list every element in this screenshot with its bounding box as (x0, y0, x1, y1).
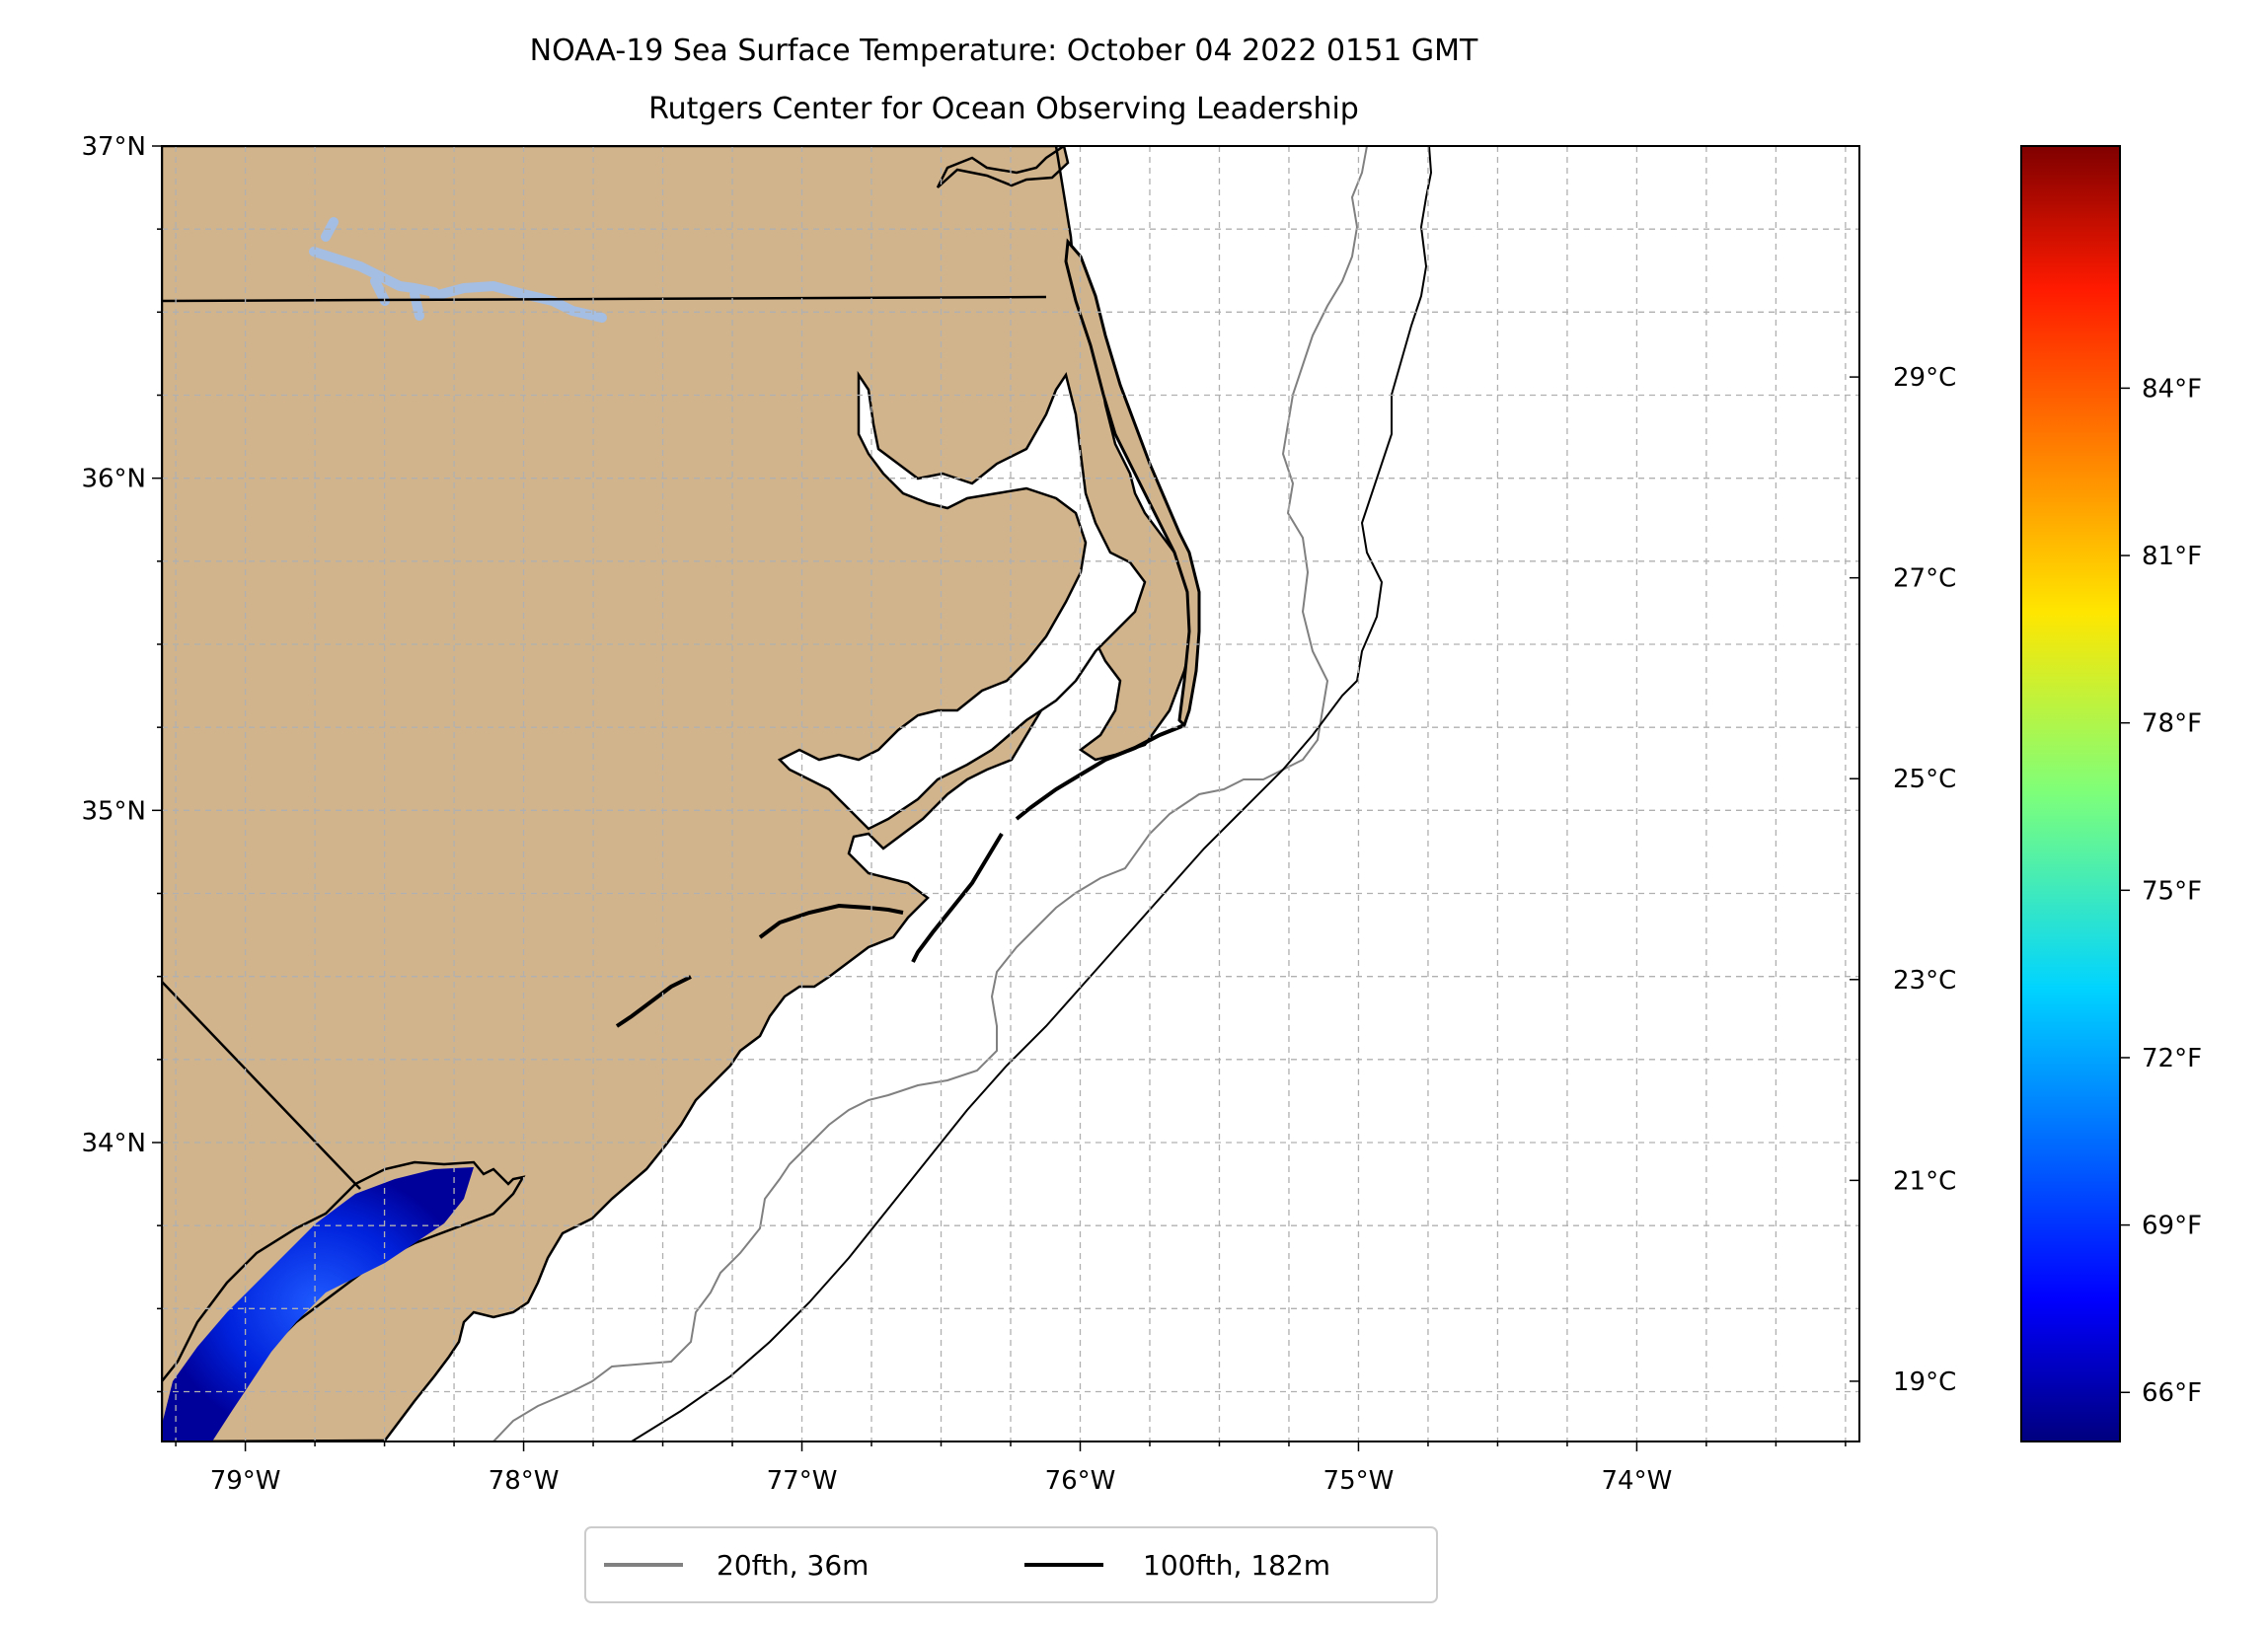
map-panel (162, 146, 1859, 1441)
state-border-nc-sc (162, 981, 361, 1190)
gridlines (162, 146, 1859, 1441)
celsius-tick-label: 29°C (1893, 363, 1956, 393)
fahrenheit-tick-label: 66°F (2142, 1378, 2202, 1408)
lat-axis: 37°N 36°N 35°N 34°N (81, 132, 162, 1393)
celsius-tick-label: 23°C (1893, 966, 1956, 996)
colorbar-fahrenheit-ticks: 84°F 81°F 78°F 75°F 72°F 69°F 66°F (2120, 374, 2202, 1408)
lon-axis: 79°W 78°W 77°W 76°W 75°W 74°W (175, 1441, 1847, 1496)
sound-water (777, 370, 1147, 831)
colorbar-celsius-ticks: 29°C 27°C 25°C 23°C 21°C 19°C (1850, 363, 1956, 1397)
lon-tick-label: 75°W (1323, 1466, 1395, 1496)
lon-tick-label: 78°W (489, 1466, 560, 1496)
fahrenheit-tick-label: 81°F (2142, 542, 2202, 571)
legend-label-20fth: 20fth, 36m (717, 1549, 869, 1582)
celsius-tick-label: 25°C (1893, 765, 1956, 794)
lat-tick-label: 37°N (81, 132, 146, 162)
land-sc (162, 1160, 526, 1441)
isobath-20fth (492, 146, 1368, 1441)
lake (309, 217, 607, 323)
legend-label-100fth: 100fth, 182m (1143, 1549, 1330, 1582)
lon-tick-label: 74°W (1602, 1466, 1673, 1496)
sst-patch (163, 1167, 474, 1441)
celsius-tick-label: 19°C (1893, 1367, 1956, 1397)
colorbar-frame (2020, 145, 2121, 1442)
legend-box (584, 1526, 1438, 1603)
map-title: NOAA-19 Sea Surface Temperature: October… (530, 34, 1478, 68)
fahrenheit-tick-label: 78°F (2142, 709, 2202, 739)
map-subtitle: Rutgers Center for Ocean Observing Leade… (648, 92, 1359, 126)
lon-tick-label: 79°W (210, 1466, 281, 1496)
lon-tick-label: 77°W (767, 1466, 838, 1496)
colorbar-gradient (2021, 146, 2120, 1441)
legend: 20fth, 36m 100fth, 182m (584, 1526, 1438, 1603)
celsius-tick-label: 27°C (1893, 564, 1956, 594)
celsius-tick-label: 21°C (1893, 1166, 1956, 1196)
lat-tick-label: 35°N (81, 796, 146, 826)
isobath-100fth (631, 146, 1433, 1441)
colorbar: 29°C 27°C 25°C 23°C 21°C 19°C 84°F 81°F 78°F 75°… (1850, 145, 2202, 1442)
state-border-va-nc (162, 295, 1047, 303)
lat-tick-label: 34°N (81, 1129, 146, 1158)
fahrenheit-tick-label: 72°F (2142, 1044, 2202, 1073)
lon-tick-label: 76°W (1045, 1466, 1116, 1496)
lat-tick-label: 36°N (81, 465, 146, 494)
fahrenheit-tick-label: 69°F (2142, 1212, 2202, 1241)
fahrenheit-tick-label: 84°F (2142, 374, 2202, 404)
fahrenheit-tick-label: 75°F (2142, 876, 2202, 906)
lower-banks (615, 723, 1185, 1028)
